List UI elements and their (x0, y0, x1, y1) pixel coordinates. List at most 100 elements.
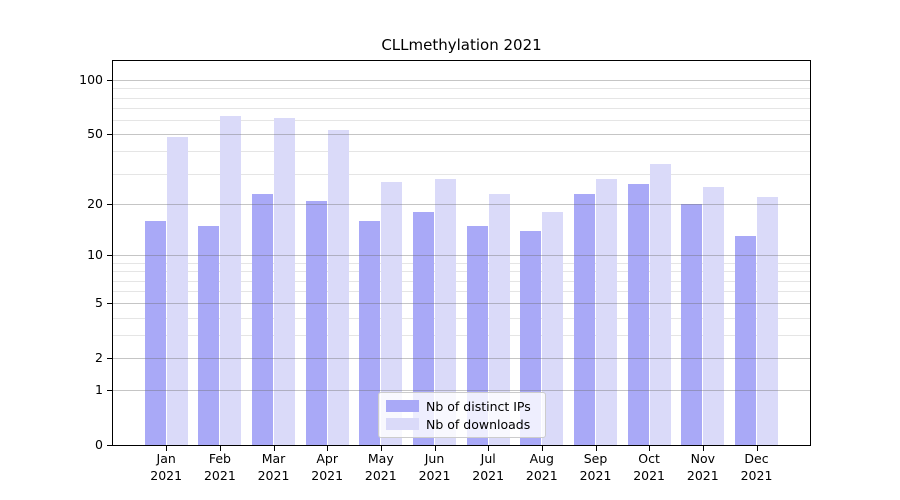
x-tick-month: Feb (208, 451, 231, 466)
x-tick-year: 2021 (472, 467, 505, 483)
major-gridlines (113, 61, 810, 445)
y-major-gridline (113, 358, 810, 359)
y-tick-mark (107, 134, 112, 136)
x-tick-year: 2021 (686, 467, 719, 483)
bar-downloads-jan (166, 137, 188, 445)
minor-gridlines (113, 61, 810, 445)
bar-downloads-jun (435, 178, 456, 445)
x-tick-mark (541, 446, 543, 451)
x-tick-year: 2021 (150, 467, 183, 483)
bar-distinct-ips-oct (627, 184, 649, 445)
y-minor-gridline (113, 97, 810, 99)
x-tick-mark (488, 446, 490, 451)
x-tick-year: 2021 (525, 467, 558, 483)
plot-area: Nb of distinct IPs Nb of downloads (112, 60, 811, 446)
legend-swatch-downloads (386, 418, 419, 430)
x-tick-mark (595, 446, 597, 451)
y-minor-gridline (113, 120, 810, 121)
x-tick-month: Jul (480, 451, 496, 466)
y-major-gridline (113, 390, 810, 391)
x-tick-label-jun: Jun 2021 (403, 451, 467, 484)
x-tick-label-jul: Jul 2021 (456, 451, 520, 484)
bar-downloads-jul (488, 193, 510, 445)
x-tick-label-nov: Nov 2021 (671, 451, 735, 484)
x-tick-label-jan: Jan 2021 (134, 451, 198, 484)
bar-distinct-ips-feb (198, 225, 220, 445)
y-tick-mark (107, 80, 112, 82)
x-tick-month: Oct (638, 451, 660, 466)
bar-downloads-dec (757, 197, 778, 445)
x-tick-month: Aug (529, 451, 554, 466)
y-major-gridline (113, 255, 810, 257)
x-tick-year: 2021 (633, 467, 665, 483)
x-tick-mark (273, 446, 275, 451)
legend-label-downloads: Nb of downloads (426, 416, 531, 432)
x-tick-month: Dec (744, 451, 769, 466)
x-tick-month: Mar (261, 451, 286, 466)
legend-swatch-distinct-ips (386, 400, 419, 412)
chart-title: CLLmethylation 2021 (381, 36, 542, 54)
y-minor-gridline (113, 335, 810, 337)
y-tick-label: 10 (87, 247, 103, 263)
y-tick-mark (107, 358, 112, 359)
bar-distinct-ips-dec (735, 236, 756, 445)
y-minor-gridline (113, 271, 810, 273)
y-tick-label: 100 (79, 72, 103, 88)
bar-distinct-ips-mar (252, 193, 273, 445)
x-tick-label-mar: Mar 2021 (242, 451, 306, 484)
x-tick-mark (649, 446, 651, 451)
y-major-gridline (113, 204, 810, 206)
y-tick-label: 0 (95, 436, 103, 452)
bar-distinct-ips-jan (144, 221, 166, 445)
y-tick-label: 20 (87, 196, 103, 212)
bars (113, 61, 810, 445)
y-major-gridline (113, 303, 810, 305)
x-tick-mark (380, 446, 382, 451)
bar-downloads-apr (327, 129, 349, 445)
y-minor-gridline (113, 108, 810, 109)
y-tick-mark (107, 255, 112, 257)
bar-downloads-nov (703, 187, 725, 445)
y-major-gridline (113, 80, 810, 82)
y-tick-mark (107, 303, 112, 305)
x-tick-year: 2021 (203, 467, 236, 483)
legend-entry-distinct-ips: Nb of distinct IPs (386, 399, 539, 414)
x-tick-label-aug: Aug 2021 (510, 451, 574, 484)
x-tick-mark (327, 446, 329, 451)
y-tick-mark (107, 390, 112, 391)
legend-label-distinct-ips: Nb of distinct IPs (426, 398, 531, 414)
y-tick-label: 2 (95, 350, 103, 365)
bar-downloads-may (381, 181, 403, 445)
x-tick-mark (219, 446, 221, 451)
y-minor-gridline (113, 291, 810, 293)
x-tick-month: Jun (424, 451, 445, 466)
bar-downloads-feb (220, 116, 242, 445)
x-tick-label-may: May 2021 (349, 451, 413, 484)
x-tick-year: 2021 (311, 467, 344, 483)
x-tick-month: Apr (316, 451, 338, 466)
bar-downloads-aug (542, 212, 564, 445)
bar-distinct-ips-aug (520, 230, 542, 445)
legend-entry-downloads: Nb of downloads (386, 417, 539, 432)
y-minor-gridline (113, 173, 810, 175)
y-tick-mark (107, 204, 112, 206)
bar-distinct-ips-nov (681, 204, 703, 445)
x-tick-year: 2021 (418, 467, 451, 483)
x-tick-mark (756, 446, 758, 451)
y-minor-gridline (113, 88, 810, 90)
y-tick-mark (107, 444, 112, 446)
x-tick-mark (166, 446, 168, 451)
bar-distinct-ips-jul (466, 225, 488, 445)
bar-distinct-ips-sep (574, 193, 595, 445)
x-tick-month: Nov (690, 451, 715, 466)
y-minor-gridline (113, 262, 810, 264)
x-tick-year: 2021 (579, 467, 612, 483)
x-tick-label-oct: Oct 2021 (617, 451, 681, 484)
bar-downloads-sep (596, 178, 617, 445)
x-tick-year: 2021 (257, 467, 290, 483)
bar-downloads-oct (649, 163, 671, 445)
y-major-gridline (113, 134, 810, 136)
legend: Nb of distinct IPs Nb of downloads (378, 392, 546, 438)
y-minor-gridline (113, 151, 810, 153)
